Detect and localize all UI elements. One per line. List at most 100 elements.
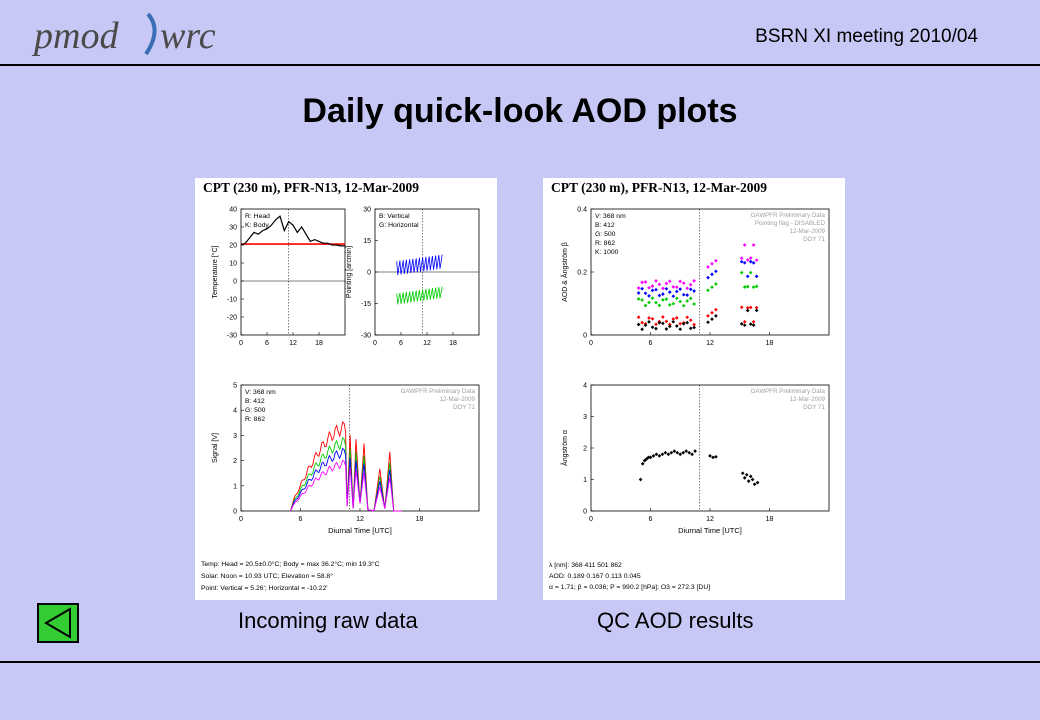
- angstrom-point: [693, 449, 697, 453]
- angstrom-xlabel: Diurnal Time [UTC]: [678, 526, 742, 535]
- meeting-label: BSRN XI meeting 2010/04: [755, 26, 978, 47]
- temperature-ytick-label: 10: [229, 261, 237, 268]
- angstrom-xtick-label: 12: [706, 516, 714, 523]
- angstrom-point: [669, 450, 674, 455]
- angstrom-ylabel: Ångström α: [560, 430, 569, 466]
- angstrom-point: [654, 452, 659, 457]
- qc-aod-svg: CPT (230 m), PFR-N13, 12-Mar-2009 0 6 12 18…: [549, 180, 830, 591]
- aod-point-r: [710, 310, 714, 315]
- angstrom-xtick-label: 0: [589, 516, 593, 523]
- aod-xtick-label: 12: [706, 340, 714, 347]
- aod-point-b: [657, 293, 662, 298]
- angstrom-ytick-label: 3: [583, 414, 587, 421]
- signal-legend-item: V: 368 nm: [245, 389, 276, 396]
- temperature-ytick-label: 0: [233, 279, 237, 286]
- pointing-xtick-label: 12: [423, 340, 431, 347]
- angstrom-point: [744, 472, 749, 477]
- angstrom-frame: [590, 384, 830, 512]
- angstrom-point: [657, 454, 662, 458]
- angstrom-point: [740, 471, 745, 476]
- aod-point-k: [640, 327, 644, 332]
- aod-legend-item: V: 368 nm: [595, 213, 626, 220]
- signal-watermark-line: 12-Mar-2009: [440, 396, 476, 403]
- angstrom-point: [678, 452, 683, 457]
- aod-point-b: [681, 292, 686, 297]
- temperature-ytick-label: 40: [229, 207, 237, 214]
- aod-point-k: [751, 323, 756, 327]
- temperature-chart: 0 6 12 18 -30 -20 -10 0 10 20 30 40 Temperature [°C]…: [211, 207, 346, 347]
- signal-ytick-label: 4: [233, 408, 237, 415]
- angstrom-point: [675, 450, 680, 455]
- qc-aod-figure: CPT (230 m), PFR-N13, 12-Mar-2009 0 6 12 18…: [543, 178, 845, 600]
- angstrom-point: [755, 480, 760, 485]
- aod-point-r: [636, 315, 641, 320]
- pointing-xtick-label: 0: [373, 340, 377, 347]
- logo-text-wrc: wrc: [160, 15, 216, 57]
- aod-point-v: [692, 279, 696, 283]
- aod-point-v: [681, 281, 686, 286]
- aod-point-g: [681, 303, 686, 308]
- angstrom-ytick-label: 2: [583, 446, 587, 453]
- logo-swoosh: [144, 12, 157, 56]
- aod-point-g: [745, 284, 750, 289]
- angstrom-point: [690, 452, 694, 457]
- temperature-ytick-label: -10: [227, 297, 237, 304]
- pointing-ytick-label: -30: [361, 333, 371, 340]
- temperature-ytick-label: 30: [229, 225, 237, 232]
- aod-point-g: [636, 297, 641, 301]
- aod-point-v: [739, 256, 744, 261]
- pointing-xtick-label: 18: [449, 340, 457, 347]
- signal-ytick-label: 5: [233, 383, 237, 390]
- angstrom-point: [687, 450, 692, 455]
- signal-ytick-label: 3: [233, 433, 237, 440]
- pointing-ytick-label: -15: [361, 301, 371, 308]
- angstrom-point: [684, 449, 689, 453]
- slide-title: Daily quick-look AOD plots: [302, 92, 738, 130]
- temperature-ylabel: Temperature [°C]: [211, 245, 219, 298]
- aod-point-g: [714, 282, 718, 286]
- pointing-ytick-label: 0: [367, 270, 371, 277]
- pointing-chart: 0 6 12 18 -30 -15 0 15 30 Pointing [arcmin] B: Ver…: [346, 207, 480, 347]
- signal-ytick-label: 1: [233, 483, 237, 490]
- angstrom-xtick-label: 18: [766, 516, 774, 523]
- aod-point-r: [640, 320, 644, 325]
- temperature-ytick-label: 20: [229, 243, 237, 250]
- aod-watermark-line: DOY 71: [803, 236, 825, 243]
- pointing-legend-item: B: Vertical: [379, 213, 410, 220]
- aod-point-k: [706, 320, 710, 325]
- aod-point-b: [678, 287, 683, 291]
- aod-point-b: [754, 274, 759, 279]
- aod-legend-item: R: 862: [595, 240, 615, 247]
- aod-point-g: [664, 297, 669, 301]
- angstrom-point: [750, 477, 755, 482]
- aod-watermark-line: GAWPFR Preliminary Data: [751, 212, 826, 219]
- aod-point-b: [636, 291, 641, 295]
- pointing-ylabel: Pointing [arcmin]: [346, 246, 353, 298]
- aod-point-r: [754, 305, 759, 310]
- aod-point-v: [657, 282, 662, 287]
- raw-data-figure: CPT (230 m), PFR-N13, 12-Mar-2009 0 6 12 18…: [195, 178, 497, 600]
- temperature-xtick-label: 6: [265, 340, 269, 347]
- aod-point-v: [636, 286, 641, 290]
- angstrom-point: [746, 479, 751, 483]
- aod-watermark-line: 12-Mar-2009: [790, 228, 826, 235]
- aod-point-b: [714, 269, 718, 274]
- aod-xtick-label: 18: [766, 340, 774, 347]
- aod-point-k: [636, 322, 641, 327]
- signal-xtick-label: 12: [356, 516, 364, 523]
- left-footer-point: Point: Vertical = 5.26'; Horizontal = -1…: [201, 585, 328, 592]
- temperature-xtick-label: 12: [289, 340, 297, 347]
- aod-point-r: [661, 315, 665, 319]
- signal-watermark-line: DOY 71: [453, 404, 475, 411]
- left-footer-solar: Solar: Noon = 10.93 UTC; Elevation = 58.…: [201, 572, 333, 580]
- back-button[interactable]: [37, 603, 79, 643]
- aod-chart: 0 6 12 18 0 0.2 0.4 AOD & Ångström β V: 368 nm B:…: [560, 207, 830, 347]
- angstrom-watermark-line: GAWPFR Preliminary Data: [751, 388, 826, 395]
- signal-legend-item: R: 862: [245, 416, 265, 423]
- aod-legend-item: K: 1000: [595, 249, 619, 256]
- aod-point-b: [661, 292, 665, 296]
- angstrom-watermark-line: DOY 71: [803, 404, 825, 411]
- angstrom-point: [752, 482, 757, 487]
